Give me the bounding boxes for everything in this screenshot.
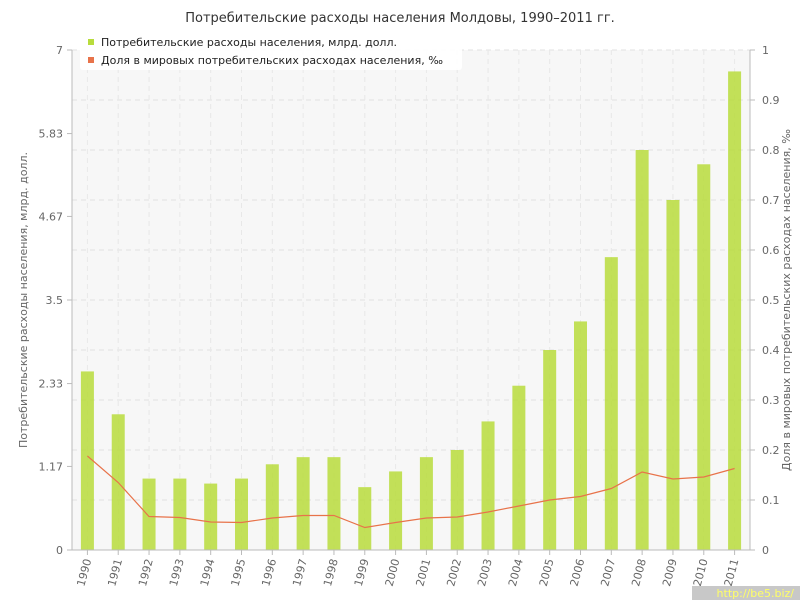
bar [235,478,248,550]
y2-tick-label: 0.9 [762,94,780,107]
x-tick-label: 1999 [352,557,372,587]
bar [419,457,433,550]
y2-tick-label: 0.8 [762,144,780,157]
y2-axis-title: Доля в мировых потребительских расходах … [780,129,793,471]
x-tick-label: 1993 [167,557,187,587]
y-tick-label: 0 [56,544,63,557]
bar [173,478,187,550]
x-axis-ticks: 1990 1991 1992 1993 1994 1995 1996 1997 1998 1999… [74,550,741,588]
x-tick-label: 2000 [383,557,403,587]
y-tick-label: 1.17 [39,460,64,473]
x-tick-label: 2007 [598,557,618,587]
x-tick-label: 2001 [413,557,433,587]
y-axis-title: Потребительские расходы населения, млрд.… [17,152,30,448]
y2-tick-label: 0.1 [762,494,780,507]
bar [543,350,557,550]
y-tick-label: 5.83 [39,128,64,141]
y-axis-ticks: 0 1.17 2.33 3.5 4.67 5.83 7 [39,44,72,557]
x-tick-label: 2004 [506,557,526,587]
legend-swatch-bars [88,39,94,45]
bar [296,457,310,550]
legend-swatch-line [88,57,94,63]
y2-tick-label: 0.3 [762,394,780,407]
x-tick-label: 2011 [722,557,742,587]
y-tick-label: 4.67 [39,210,64,223]
line-path [87,455,735,529]
y2-tick-label: 1 [762,44,769,57]
x-tick-label: 2003 [475,557,495,587]
legend-label-line: Доля в мировых потребительских расходах … [101,54,443,67]
watermark-text: http://be5.biz/ [717,587,795,600]
y-tick-label: 3.5 [46,294,64,307]
bar [635,150,649,550]
bar [604,257,618,550]
bar [697,164,711,551]
watermark-background [692,586,800,600]
y2-tick-label: 0 [762,544,769,557]
legend: Потребительские расходы населения, млрд.… [80,32,462,70]
x-tick-label: 2010 [691,557,711,587]
x-tick-label: 1990 [74,557,94,587]
x-tick-label: 2002 [444,557,464,587]
x-tick-label: 1992 [136,557,156,587]
bar [80,371,94,550]
watermark: http://be5.biz/ [692,586,800,600]
legend-label-bars: Потребительские расходы населения, млрд.… [101,36,397,49]
bar [204,483,218,550]
x-tick-label: 2009 [660,557,680,587]
x-tick-label: 1997 [290,557,310,587]
bar [389,471,403,550]
x-tick-label: 1998 [321,557,341,587]
x-tick-label: 2006 [568,557,588,587]
bar [327,457,341,550]
y2-tick-label: 0.2 [762,444,780,457]
bar [728,71,742,550]
x-tick-label: 1996 [259,557,279,587]
x-tick-label: 1991 [105,557,125,587]
legend-box [80,32,462,70]
bar [481,421,495,550]
bar [666,200,680,550]
x-tick-label: 2008 [629,557,649,587]
y-tick-label: 7 [56,44,63,57]
x-tick-label: 1995 [229,557,249,587]
line-series [87,455,735,529]
bar [358,487,372,550]
bar [512,385,526,550]
bar [450,450,464,550]
bar [265,464,279,550]
x-tick-label: 1994 [198,557,218,587]
chart-title: Потребительские расходы населения Молдов… [185,11,615,26]
y-tick-label: 2.33 [39,378,64,391]
y2-axis-ticks: 0 0.1 0.2 0.3 0.4 0.5 0.6 0.7 0.8 0.9 1 [750,44,780,557]
y2-tick-label: 0.6 [762,244,780,257]
y2-tick-label: 0.4 [762,344,780,357]
x-tick-label: 2005 [537,557,557,587]
y2-tick-label: 0.7 [762,194,780,207]
y2-tick-label: 0.5 [762,294,780,307]
bar [574,321,587,550]
bar [142,478,156,550]
